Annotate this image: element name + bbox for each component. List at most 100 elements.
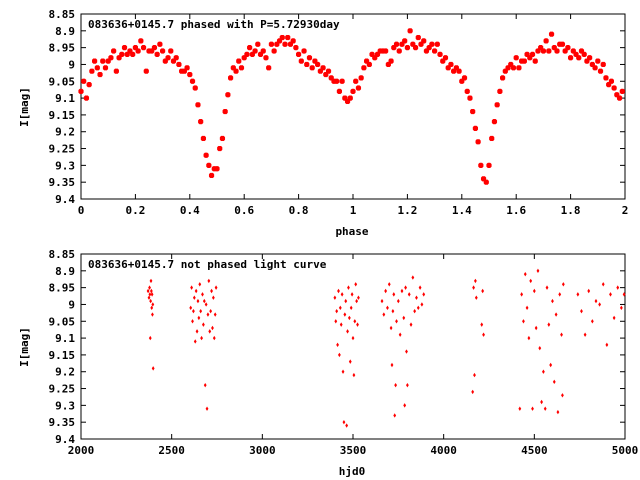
data-point (589, 61, 596, 68)
data-point (282, 41, 288, 47)
data-point (391, 308, 395, 314)
data-point (110, 48, 117, 54)
data-point (499, 75, 506, 81)
data-point (119, 51, 125, 58)
x-tick-label: 0.2 (125, 204, 145, 217)
data-point (89, 68, 95, 74)
data-point (413, 308, 417, 314)
data-point (184, 65, 190, 71)
x-tick-label: 1.6 (506, 204, 526, 217)
data-point (415, 34, 421, 41)
data-point (147, 295, 151, 300)
data-point (339, 322, 343, 327)
data-point (594, 298, 598, 304)
data-point (561, 393, 564, 398)
y-tick-label: 9 (68, 298, 75, 311)
y-tick-label: 9.4 (55, 433, 75, 446)
data-point (516, 65, 522, 71)
x-tick-label: 3000 (249, 444, 276, 457)
data-point (355, 298, 359, 304)
data-point (140, 44, 147, 51)
data-point (350, 88, 356, 95)
data-point (181, 68, 188, 74)
data-point (363, 58, 370, 64)
data-point (78, 88, 84, 95)
data-point (583, 332, 587, 337)
data-point (461, 75, 468, 81)
data-point (437, 51, 443, 58)
data-point (200, 135, 207, 142)
y-tick-label: 9.1 (55, 92, 75, 105)
data-point (522, 319, 525, 324)
data-point (361, 65, 367, 71)
data-point (347, 315, 351, 321)
data-point (328, 75, 334, 81)
data-point (475, 139, 481, 145)
data-point (396, 48, 402, 54)
data-point (298, 58, 304, 64)
data-point (113, 68, 120, 74)
data-point (333, 295, 337, 300)
data-point (616, 95, 623, 101)
data-point (382, 48, 389, 54)
data-point (197, 315, 201, 321)
data-point (151, 366, 155, 371)
data-point (557, 41, 563, 47)
x-tick-label: 3500 (340, 444, 367, 457)
data-point (151, 44, 158, 51)
x-tick-label: 4500 (521, 444, 548, 457)
data-point (205, 406, 209, 411)
plot-frame (80, 13, 626, 200)
y-tick-label: 9.35 (49, 176, 76, 189)
data-point (601, 282, 605, 287)
data-point (339, 78, 345, 84)
data-point (560, 332, 563, 337)
data-point (538, 345, 542, 351)
data-point (149, 288, 153, 294)
data-point (421, 38, 427, 44)
data-point (334, 78, 340, 84)
data-point (105, 58, 111, 64)
data-point (545, 285, 549, 290)
data-point (203, 382, 207, 388)
data-point (252, 48, 258, 54)
data-point (257, 51, 264, 58)
data-point (592, 65, 598, 71)
y-tick-label: 9.4 (55, 193, 75, 206)
data-point (372, 55, 378, 61)
data-point (347, 285, 350, 290)
data-point (540, 48, 547, 54)
x-tick-label: 2000 (68, 444, 95, 457)
data-point (353, 78, 359, 84)
data-point (350, 292, 354, 297)
data-point (529, 278, 533, 284)
data-point (210, 288, 213, 294)
y-tick-label: 9.2 (55, 126, 75, 139)
data-point (149, 48, 155, 54)
data-point (471, 389, 475, 395)
data-point (189, 78, 196, 84)
data-point (91, 58, 98, 64)
data-point (81, 78, 87, 84)
data-point (396, 298, 400, 304)
data-point (187, 71, 193, 78)
data-point (407, 28, 413, 34)
data-point (121, 44, 128, 51)
data-point (211, 295, 215, 300)
data-point (219, 135, 226, 142)
data-point (480, 322, 484, 327)
data-point (429, 41, 435, 47)
data-point (410, 41, 416, 47)
data-point (369, 51, 375, 58)
data-point (241, 55, 247, 61)
data-point (608, 78, 615, 84)
data-point (266, 65, 272, 71)
data-point (211, 166, 217, 172)
data-point (196, 298, 200, 304)
data-point (382, 312, 386, 317)
data-point (450, 68, 457, 74)
data-point (336, 88, 343, 95)
data-point (293, 44, 299, 51)
y-tick-label: 8.95 (49, 282, 76, 295)
